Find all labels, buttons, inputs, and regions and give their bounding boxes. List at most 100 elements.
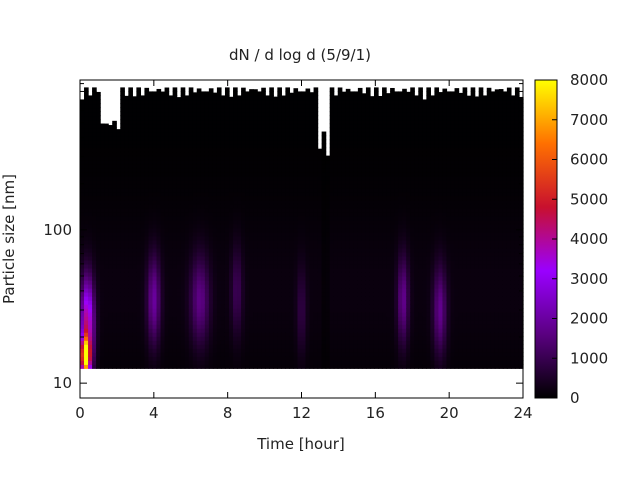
heatmap-cell	[337, 175, 343, 181]
heatmap-cell	[164, 191, 170, 197]
heatmap-cell	[224, 288, 230, 293]
heatmap-cell	[148, 320, 154, 325]
heatmap-cell	[317, 267, 323, 273]
heatmap-cell	[180, 183, 186, 189]
heatmap-cell	[277, 211, 282, 217]
heatmap-cell	[156, 123, 162, 129]
heatmap-cell	[144, 312, 150, 317]
heatmap-cell	[108, 308, 113, 313]
heatmap-cell	[112, 151, 117, 157]
heatmap-cell	[321, 320, 327, 325]
heatmap-cell	[200, 288, 206, 293]
heatmap-cell	[369, 143, 375, 149]
heatmap-cell	[128, 159, 133, 165]
heatmap-cell	[216, 223, 222, 229]
heatmap-cell	[281, 292, 286, 297]
heatmap-cell	[233, 235, 238, 241]
heatmap-cell	[112, 259, 117, 265]
heatmap-cell	[220, 356, 226, 361]
heatmap-cell	[224, 255, 230, 261]
heatmap-cell	[148, 251, 154, 257]
heatmap-cell	[144, 171, 150, 177]
heatmap-cell	[373, 263, 379, 269]
heatmap-cell	[108, 312, 113, 317]
heatmap-cell	[301, 203, 307, 209]
heatmap-cell	[200, 336, 206, 341]
heatmap-cell	[112, 251, 117, 257]
heatmap-cell	[369, 123, 375, 129]
heatmap-cell	[188, 155, 194, 161]
heatmap-cell	[144, 111, 150, 117]
heatmap-cell	[281, 304, 286, 309]
heatmap-cell	[176, 207, 182, 213]
heatmap-cell	[216, 103, 222, 109]
heatmap-cell	[369, 276, 375, 281]
heatmap-cell	[305, 292, 311, 297]
heatmap-cell	[353, 187, 359, 193]
heatmap-cell	[329, 316, 335, 321]
heatmap-cell	[172, 251, 178, 257]
heatmap-cell	[321, 143, 327, 149]
heatmap-cell	[120, 135, 125, 141]
heatmap-cell	[136, 271, 142, 277]
heatmap-cell	[208, 147, 214, 153]
heatmap-cell	[104, 187, 109, 193]
heatmap-cell	[164, 336, 170, 341]
heatmap-cell	[341, 296, 347, 301]
heatmap-cell	[160, 91, 166, 97]
heatmap-cell	[88, 179, 93, 185]
heatmap-cell	[120, 147, 125, 153]
heatmap-cell	[277, 271, 282, 277]
heatmap-cell	[353, 296, 359, 301]
heatmap-cell	[321, 312, 327, 317]
heatmap-cell	[249, 175, 254, 181]
heatmap-cell	[241, 199, 246, 205]
heatmap-cell	[88, 219, 93, 225]
heatmap-cell	[188, 271, 194, 277]
heatmap-cell	[305, 115, 311, 121]
heatmap-cell	[369, 352, 375, 357]
heatmap-cell	[96, 123, 101, 129]
heatmap-cell	[172, 360, 178, 365]
heatmap-cell	[349, 292, 355, 297]
heatmap-cell	[329, 103, 335, 109]
heatmap-cell	[176, 111, 182, 117]
heatmap-cell	[241, 127, 246, 133]
heatmap-cell	[128, 344, 133, 349]
heatmap-cell	[144, 123, 150, 129]
heatmap-cell	[196, 316, 202, 321]
heatmap-cell	[80, 195, 85, 201]
heatmap-cell	[293, 296, 299, 301]
heatmap-cell	[212, 271, 218, 277]
heatmap-cell	[96, 203, 101, 209]
heatmap-cell	[168, 115, 174, 121]
heatmap-cell	[224, 167, 230, 173]
heatmap-cell	[132, 167, 137, 173]
heatmap-cell	[172, 123, 178, 129]
heatmap-cell	[265, 163, 270, 169]
heatmap-cell	[245, 163, 250, 169]
heatmap-cell	[289, 123, 295, 129]
heatmap-cell	[297, 312, 303, 317]
heatmap-cell	[329, 271, 335, 277]
heatmap-cell	[273, 239, 278, 245]
heatmap-cell	[373, 324, 379, 329]
heatmap-cell	[265, 167, 270, 173]
heatmap-cell	[305, 151, 311, 157]
heatmap-cell	[224, 195, 230, 201]
heatmap-cell	[160, 131, 166, 137]
heatmap-cell	[200, 308, 206, 313]
heatmap-cell	[196, 219, 202, 225]
heatmap-cell	[224, 304, 230, 309]
heatmap-cell	[196, 127, 202, 133]
heatmap-cell	[269, 227, 274, 233]
heatmap-cell	[160, 364, 166, 369]
heatmap-cell	[136, 211, 142, 217]
heatmap-cell	[136, 203, 142, 209]
heatmap-cell	[357, 296, 363, 301]
heatmap-cell	[325, 340, 331, 345]
heatmap-cell	[104, 292, 109, 297]
heatmap-cell	[184, 119, 190, 125]
heatmap-cell	[261, 364, 266, 369]
heatmap-cell	[349, 187, 355, 193]
